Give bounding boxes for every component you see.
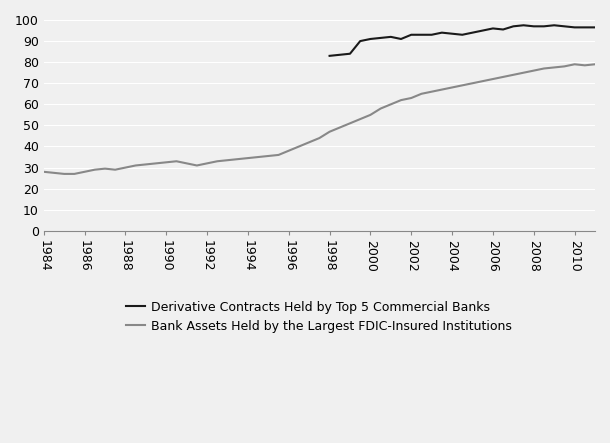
Derivative Contracts Held by Top 5 Commercial Banks [336, 52, 343, 58]
Derivative Contracts Held by Top 5 Commercial Banks [479, 28, 486, 33]
Bank Assets Held by the Largest FDIC-Insured Institutions [60, 171, 68, 177]
Derivative Contracts Held by Top 5 Commercial Banks [438, 30, 445, 35]
Derivative Contracts Held by Top 5 Commercial Banks [469, 30, 476, 35]
Derivative Contracts Held by Top 5 Commercial Banks [367, 36, 374, 42]
Derivative Contracts Held by Top 5 Commercial Banks [377, 35, 384, 41]
Derivative Contracts Held by Top 5 Commercial Banks [397, 36, 404, 42]
Derivative Contracts Held by Top 5 Commercial Banks [448, 31, 456, 36]
Derivative Contracts Held by Top 5 Commercial Banks [489, 26, 497, 31]
Derivative Contracts Held by Top 5 Commercial Banks [581, 25, 589, 30]
Derivative Contracts Held by Top 5 Commercial Banks [591, 25, 598, 30]
Bank Assets Held by the Largest FDIC-Insured Institutions [183, 161, 190, 166]
Derivative Contracts Held by Top 5 Commercial Banks [571, 25, 578, 30]
Derivative Contracts Held by Top 5 Commercial Banks [326, 53, 333, 58]
Bank Assets Held by the Largest FDIC-Insured Institutions [581, 62, 589, 68]
Derivative Contracts Held by Top 5 Commercial Banks [550, 23, 558, 28]
Bank Assets Held by the Largest FDIC-Insured Institutions [591, 62, 598, 67]
Derivative Contracts Held by Top 5 Commercial Banks [387, 34, 395, 39]
Derivative Contracts Held by Top 5 Commercial Banks [530, 23, 537, 29]
Legend: Derivative Contracts Held by Top 5 Commercial Banks, Bank Assets Held by the Lar: Derivative Contracts Held by Top 5 Comme… [121, 296, 517, 338]
Bank Assets Held by the Largest FDIC-Insured Institutions [152, 161, 160, 166]
Line: Derivative Contracts Held by Top 5 Commercial Banks: Derivative Contracts Held by Top 5 Comme… [329, 25, 595, 56]
Derivative Contracts Held by Top 5 Commercial Banks [346, 51, 354, 56]
Derivative Contracts Held by Top 5 Commercial Banks [540, 23, 548, 29]
Bank Assets Held by the Largest FDIC-Insured Institutions [112, 167, 119, 172]
Derivative Contracts Held by Top 5 Commercial Banks [500, 27, 507, 32]
Line: Bank Assets Held by the Largest FDIC-Insured Institutions: Bank Assets Held by the Largest FDIC-Ins… [44, 64, 595, 174]
Derivative Contracts Held by Top 5 Commercial Banks [520, 23, 527, 28]
Derivative Contracts Held by Top 5 Commercial Banks [459, 32, 466, 37]
Bank Assets Held by the Largest FDIC-Insured Institutions [571, 62, 578, 67]
Derivative Contracts Held by Top 5 Commercial Banks [356, 39, 364, 44]
Derivative Contracts Held by Top 5 Commercial Banks [418, 32, 425, 37]
Derivative Contracts Held by Top 5 Commercial Banks [407, 32, 415, 37]
Bank Assets Held by the Largest FDIC-Insured Institutions [540, 66, 548, 71]
Bank Assets Held by the Largest FDIC-Insured Institutions [254, 154, 262, 159]
Derivative Contracts Held by Top 5 Commercial Banks [561, 23, 568, 29]
Bank Assets Held by the Largest FDIC-Insured Institutions [40, 169, 48, 175]
Derivative Contracts Held by Top 5 Commercial Banks [428, 32, 436, 37]
Derivative Contracts Held by Top 5 Commercial Banks [510, 23, 517, 29]
